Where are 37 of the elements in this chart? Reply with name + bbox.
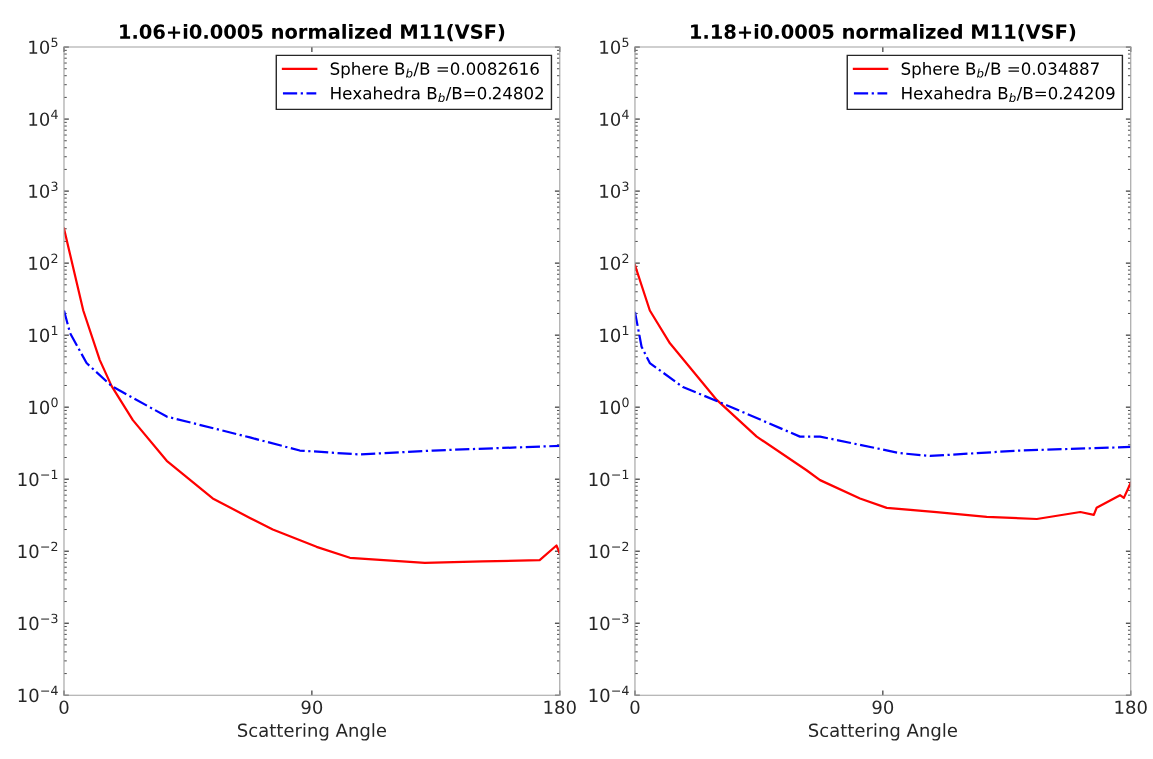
y-tick-label: 10$^{1}$ bbox=[29, 325, 58, 343]
y-tick-label: 10$^{−4}$ bbox=[589, 685, 629, 703]
line-series bbox=[634, 263, 1131, 521]
chart-title: 1.18+i0.0005 normalized M11(VSF) bbox=[691, 23, 1076, 42]
x-tick-label: 90 bbox=[872, 700, 894, 715]
legend-label: Sphere B$_{b}$/B =0.0082616 bbox=[330, 62, 539, 79]
x-tick-label: 180 bbox=[544, 700, 576, 715]
y-tick-label: 10$^{2}$ bbox=[29, 253, 58, 271]
line-series bbox=[63, 227, 560, 564]
y-tick-label: 10$^{2}$ bbox=[600, 253, 629, 271]
y-tick-label: 10$^{−2}$ bbox=[18, 541, 58, 559]
legend-label: Hexahedra B$_{b}$/B=0.24209 bbox=[902, 86, 1115, 103]
y-tick-label: 10$^{3}$ bbox=[29, 181, 58, 199]
x-tick-label: 90 bbox=[301, 700, 323, 715]
y-tick-label: 10$^{4}$ bbox=[600, 109, 629, 127]
x-axis-title: Scattering Angle bbox=[237, 723, 387, 741]
legend-label: Hexahedra B$_{b}$/B=0.24802 bbox=[331, 86, 544, 103]
y-tick-label: 10$^{0}$ bbox=[29, 397, 58, 415]
y-tick-label: 10$^{4}$ bbox=[29, 109, 58, 127]
chart-title: 1.06+i0.0005 normalized M11(VSF) bbox=[120, 23, 505, 42]
y-tick-label: 10$^{−3}$ bbox=[589, 613, 629, 631]
y-tick-label: 10$^{−2}$ bbox=[589, 541, 629, 559]
legend-label: Sphere B$_{b}$/B =0.034887 bbox=[901, 62, 1099, 79]
y-tick-label: 10$^{−3}$ bbox=[18, 613, 58, 631]
y-tick-label: 10$^{5}$ bbox=[29, 37, 58, 55]
y-tick-label: 10$^{3}$ bbox=[600, 181, 629, 199]
x-tick-label: 180 bbox=[1115, 700, 1147, 715]
y-tick-label: 10$^{−1}$ bbox=[589, 469, 629, 487]
y-tick-label: 10$^{−4}$ bbox=[18, 685, 58, 703]
y-tick-label: 10$^{−1}$ bbox=[18, 469, 58, 487]
y-tick-label: 10$^{1}$ bbox=[600, 325, 629, 343]
line-series bbox=[63, 309, 560, 456]
y-tick-label: 10$^{5}$ bbox=[600, 37, 629, 55]
x-tick-label: 0 bbox=[59, 700, 69, 715]
x-axis-title: Scattering Angle bbox=[808, 723, 957, 741]
y-tick-label: 10$^{0}$ bbox=[600, 397, 629, 415]
x-tick-label: 0 bbox=[630, 700, 640, 715]
